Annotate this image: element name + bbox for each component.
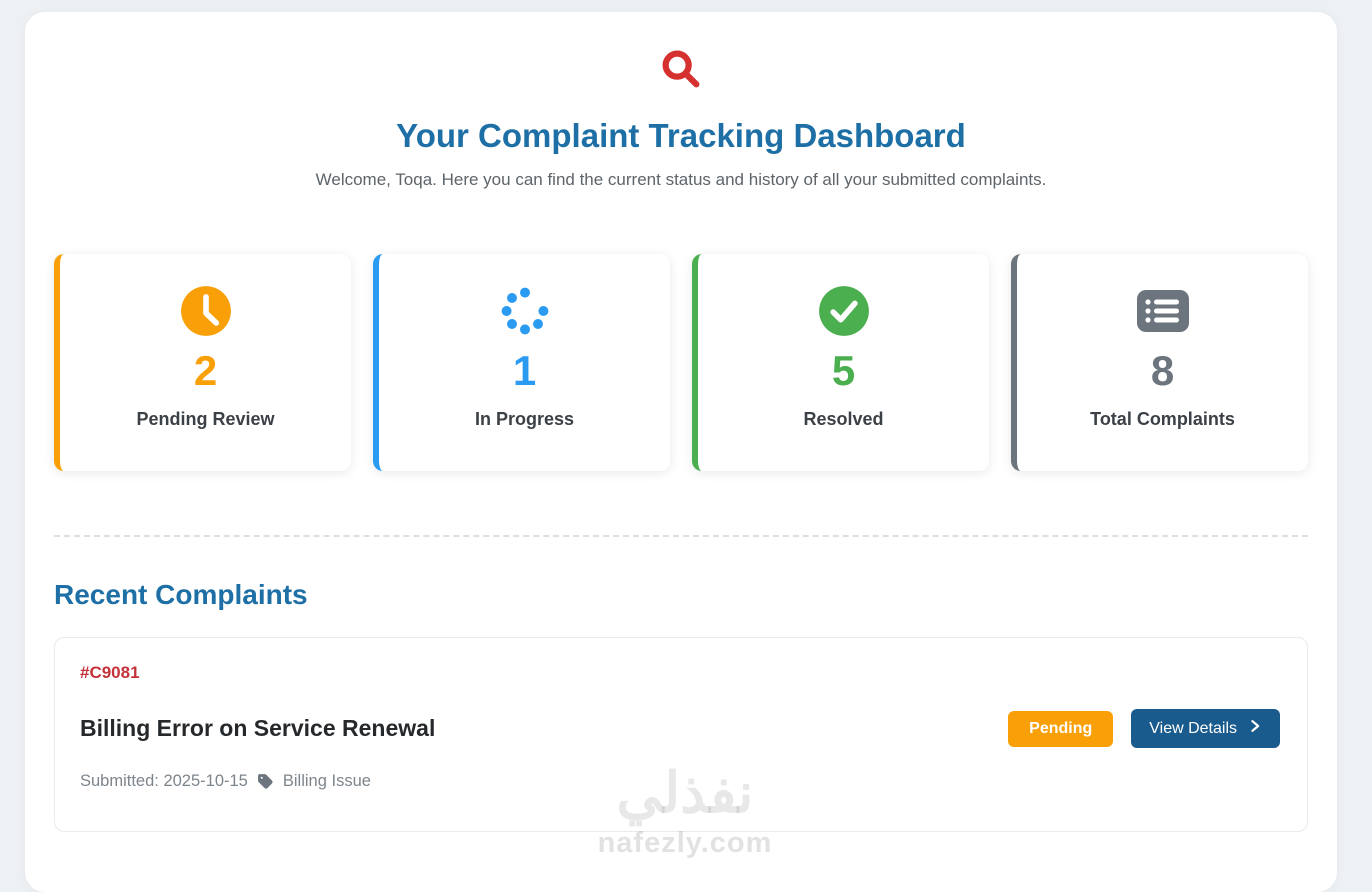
tag-icon: [257, 773, 274, 790]
complaint-id: #C9081: [80, 663, 140, 682]
stat-card-pending-review: 2 Pending Review: [54, 254, 351, 471]
view-details-button[interactable]: View Details: [1131, 709, 1280, 748]
stat-card-resolved: 5 Resolved: [692, 254, 989, 471]
stat-value: 2: [193, 347, 218, 394]
complaint-title: Billing Error on Service Renewal: [80, 715, 436, 741]
stat-card-total-complaints: 8 Total Complaints: [1011, 254, 1308, 471]
recent-complaints-heading: Recent Complaints: [54, 579, 308, 610]
page-title: Your Complaint Tracking Dashboard: [396, 117, 966, 154]
clock-icon: [180, 284, 232, 338]
spinner-icon: [499, 284, 551, 338]
page-subtitle: Welcome, Toqa. Here you can find the cur…: [315, 170, 1047, 189]
stat-label: Resolved: [803, 409, 884, 429]
stat-card-in-progress: 1 In Progress: [373, 254, 670, 471]
search-icon: [658, 46, 704, 97]
stats-row: 2 Pending Review: [54, 254, 1308, 471]
dashboard-header: Your Complaint Tracking Dashboard Welcom…: [54, 12, 1308, 190]
stat-label: In Progress: [474, 409, 575, 429]
complaint-card: #C9081 Billing Error on Service Renewal …: [54, 637, 1308, 832]
complaint-category: Billing Issue: [282, 772, 371, 790]
status-badge: Pending: [1008, 710, 1114, 747]
submitted-date: Submitted: 2025-10-15: [80, 772, 248, 790]
stat-label: Total Complaints: [1090, 409, 1235, 429]
list-icon: [1135, 284, 1191, 338]
stat-value: 1: [512, 347, 537, 394]
view-details-label: View Details: [1149, 719, 1237, 737]
stat-label: Pending Review: [136, 409, 275, 429]
main-content-sheet: Your Complaint Tracking Dashboard Welcom…: [25, 12, 1337, 892]
complaint-actions: Pending View Details: [1008, 709, 1280, 748]
section-divider: [54, 535, 1308, 537]
stat-value: 5: [831, 347, 856, 394]
stat-value: 8: [1150, 347, 1175, 394]
check-circle-icon: [818, 284, 870, 338]
chevron-right-icon: [1249, 719, 1262, 738]
